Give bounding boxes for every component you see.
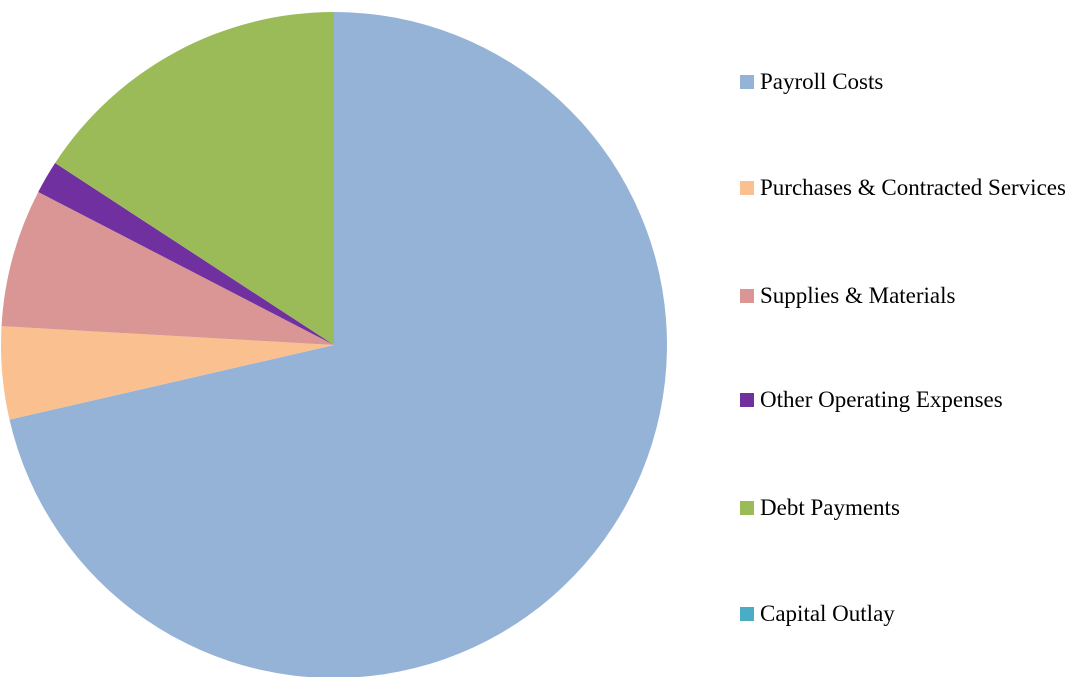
pie-slice bbox=[0, 326, 334, 420]
legend-label: Capital Outlay bbox=[760, 601, 895, 626]
legend-swatch bbox=[740, 289, 754, 303]
legend-swatch bbox=[740, 501, 754, 515]
legend-swatch bbox=[740, 607, 754, 621]
legend-label: Purchases & Contracted Services bbox=[760, 175, 1066, 200]
legend-label: Other Operating Expenses bbox=[760, 387, 1003, 412]
legend-swatch bbox=[740, 75, 754, 89]
pie-slice bbox=[55, 12, 335, 345]
legend-swatch bbox=[740, 393, 754, 407]
pie-slice bbox=[1, 191, 334, 345]
pie-slice bbox=[38, 163, 335, 345]
legend-swatch bbox=[740, 181, 754, 195]
legend-label: Debt Payments bbox=[760, 495, 900, 520]
legend-label: Payroll Costs bbox=[760, 69, 884, 94]
pie-area bbox=[0, 12, 667, 677]
pie-slice bbox=[9, 12, 667, 677]
legend-label: Supplies & Materials bbox=[760, 283, 956, 308]
